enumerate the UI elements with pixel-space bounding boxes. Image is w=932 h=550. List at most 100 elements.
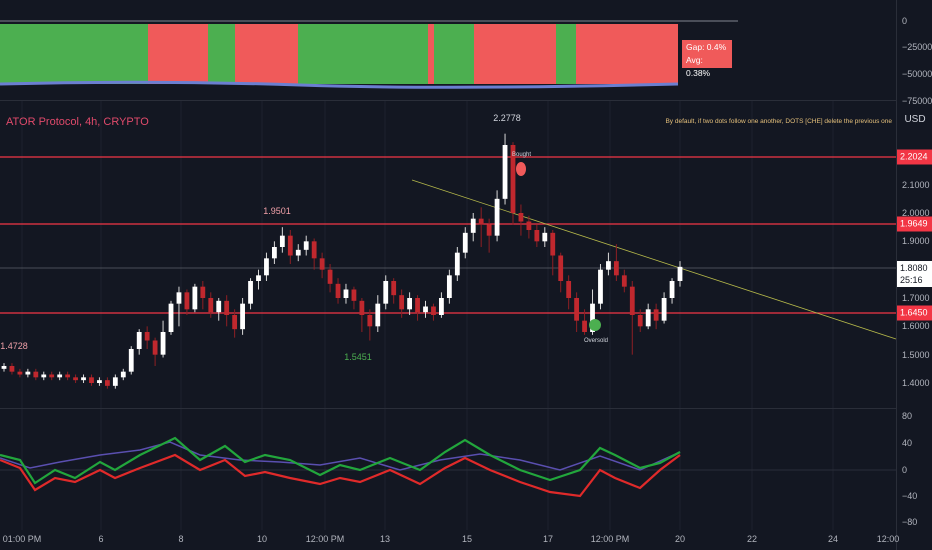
bought-marker <box>516 162 526 176</box>
price-levels <box>0 156 897 340</box>
candle-body <box>613 261 619 276</box>
indicator-note: By default, if two dots follow one anoth… <box>665 118 892 125</box>
candle-body <box>629 286 635 315</box>
candle-body <box>208 298 214 313</box>
candle-body <box>542 232 548 242</box>
time-axis-label: 6 <box>98 534 104 544</box>
candle-body <box>240 303 245 330</box>
candle-body <box>279 235 285 247</box>
candle-body <box>375 303 381 327</box>
time-axis-label: 12:00 <box>876 534 900 544</box>
candle-body <box>502 145 508 199</box>
pane-separator-bottom[interactable] <box>0 408 896 409</box>
candle-body <box>653 309 659 321</box>
top-axis-label: 0 <box>902 16 908 26</box>
osc-axis-label: 40 <box>902 438 913 448</box>
osc-axis-label: −80 <box>902 517 918 527</box>
candle-body <box>73 377 78 381</box>
time-axis-label: 13 <box>379 534 391 544</box>
time-axis-label: 10 <box>256 534 268 544</box>
price-axis-label: 1.5000 <box>902 350 930 360</box>
candle-body <box>65 374 71 378</box>
candle-body <box>136 332 142 349</box>
candle-body <box>574 298 580 321</box>
candle-body <box>518 213 524 222</box>
candle-body <box>216 300 222 313</box>
candle-body <box>49 374 55 378</box>
bought-label: Bought <box>512 152 532 158</box>
candle-body <box>248 281 253 304</box>
top-band-baseline <box>0 80 679 89</box>
candle-body <box>128 349 134 372</box>
candle-body <box>200 286 206 298</box>
candle-body <box>423 306 428 313</box>
candle-body <box>104 380 110 386</box>
candle-body <box>192 286 198 310</box>
high-label: 2.2778 <box>493 113 521 123</box>
chart-title[interactable]: ATOR Protocol, 4h, CRYPTO <box>6 116 149 128</box>
candle-body <box>478 218 484 225</box>
signal-markers <box>516 162 601 331</box>
current-price: 1.8080 <box>900 263 928 273</box>
candle-body <box>598 269 603 304</box>
candle-body <box>462 232 468 253</box>
candle-body <box>590 303 595 332</box>
candle-body <box>256 275 261 281</box>
candle-body <box>677 266 683 281</box>
price-axis-label: 2.1000 <box>902 180 930 190</box>
top-band-seg-9 <box>556 24 576 84</box>
candle-body <box>272 247 277 259</box>
candle-body <box>550 232 556 256</box>
top-indicator-pane <box>0 20 738 89</box>
time-axis-label: 8 <box>178 534 184 544</box>
trendline <box>411 179 897 340</box>
price-axis-label: 1.6000 <box>902 321 930 331</box>
candle-body <box>168 303 174 332</box>
top-band-seg-5 <box>298 24 428 84</box>
candle-body <box>295 249 301 256</box>
candle-body <box>120 371 126 378</box>
candle-body <box>224 300 230 315</box>
pane-separator-top[interactable] <box>0 100 896 101</box>
swing-high-label: 1.9501 <box>263 206 291 216</box>
candle-body <box>494 198 500 236</box>
candle-body <box>25 371 31 375</box>
candle-body <box>1 366 7 369</box>
candle-body <box>9 366 15 372</box>
price-axis-label: 1.4000 <box>902 378 930 388</box>
osc-axis-label: 0 <box>902 465 908 475</box>
top-band-seg-2 <box>148 24 208 84</box>
top-band-seg-1 <box>0 24 148 84</box>
current-price-tag: 1.8080 25:16 <box>897 261 932 287</box>
candle-body <box>486 224 492 236</box>
avg-text: Avg: 0.38% <box>686 55 711 78</box>
candle-body <box>184 292 190 310</box>
swing-low-label: 1.5451 <box>344 352 372 362</box>
currency-label[interactable]: USD <box>898 112 932 128</box>
candle-body <box>57 374 63 378</box>
candle-body <box>391 281 397 296</box>
candle-body <box>112 377 118 386</box>
candle-body <box>439 298 444 315</box>
candle-body <box>264 258 269 276</box>
candle-body <box>558 255 564 281</box>
top-band-seg-7 <box>434 24 474 84</box>
candle-body <box>510 145 516 213</box>
price-axis-label: 1.9000 <box>902 236 930 246</box>
time-axis-label: 01:00 PM <box>2 534 42 544</box>
gap-text: Gap: 0.4% <box>686 42 727 52</box>
candle-body <box>383 281 389 304</box>
time-axis-label: 12:00 PM <box>305 534 345 544</box>
time-axis-label: 22 <box>746 534 758 544</box>
candle-body <box>303 241 309 250</box>
candle-body <box>97 380 102 383</box>
oversold-label: Oversold <box>584 338 609 344</box>
candle-body <box>144 332 150 341</box>
candle-body <box>176 292 182 304</box>
candle-body <box>606 261 611 270</box>
candle-body <box>621 275 627 287</box>
top-band-seg-10 <box>576 24 678 84</box>
candle-body <box>645 309 651 327</box>
price-axis-separator <box>896 0 897 550</box>
